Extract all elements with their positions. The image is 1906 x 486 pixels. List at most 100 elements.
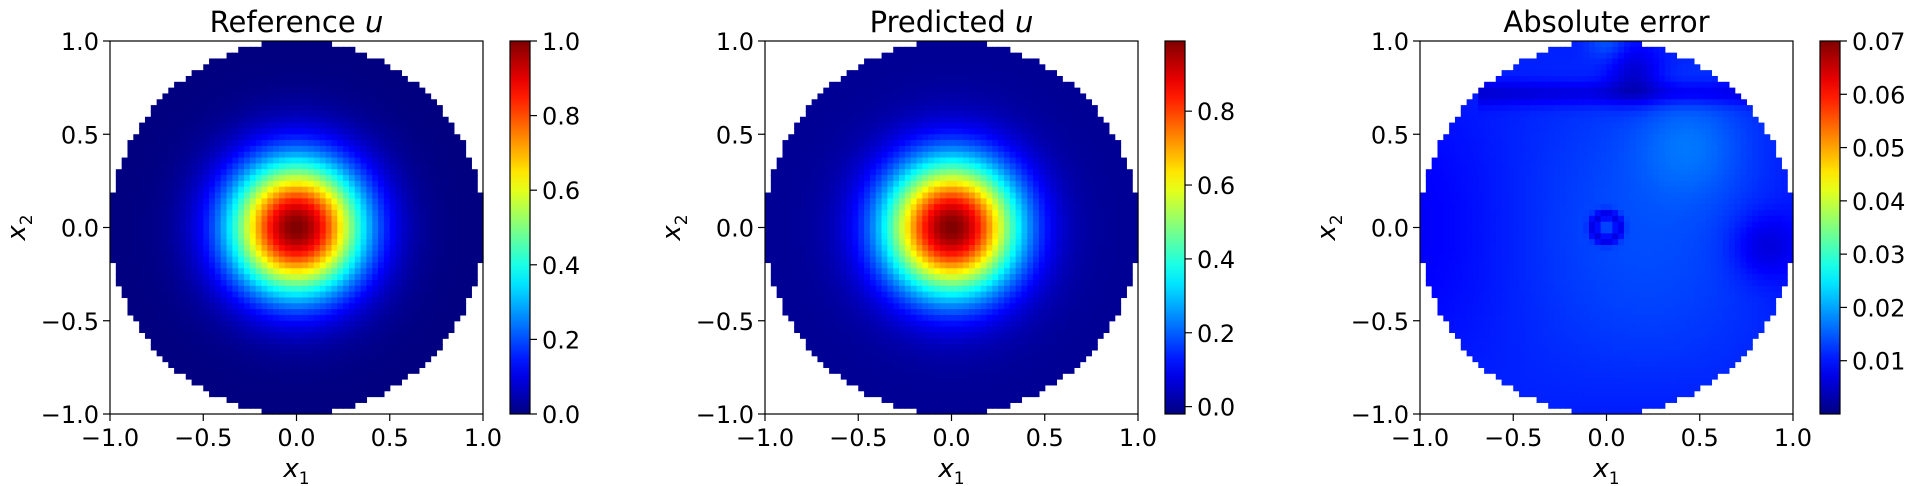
heatmap-cell: [765, 244, 772, 252]
heatmap-cell: [794, 210, 801, 217]
heatmap-cell: [197, 145, 204, 153]
heatmap-cell: [302, 367, 309, 374]
heatmap-cell: [220, 309, 228, 316]
heatmap-cell: [413, 210, 420, 217]
heatmap-cell: [916, 332, 923, 339]
heatmap-cell: [453, 227, 461, 234]
heatmap-cell: [354, 134, 362, 141]
heatmap-cell: [829, 175, 836, 182]
heatmap-cell: [945, 367, 953, 374]
heatmap-cell: [887, 320, 894, 328]
heatmap-cell: [168, 291, 175, 299]
heatmap-cell: [348, 285, 356, 293]
heatmap-cell: [858, 75, 865, 83]
heatmap-cell: [372, 87, 379, 95]
heatmap-cell: [799, 192, 807, 199]
heatmap-cell: [214, 204, 222, 211]
heatmap-cell: [378, 262, 385, 269]
heatmap-cell: [133, 175, 140, 182]
heatmap-cell: [313, 239, 321, 246]
heatmap-cell: [459, 279, 467, 287]
heatmap-cell: [395, 70, 403, 77]
heatmap-cell: [127, 210, 134, 217]
heatmap-cell: [829, 81, 836, 89]
heatmap-cell: [928, 93, 935, 100]
heatmap-cell: [185, 244, 193, 252]
heatmap-cell: [383, 379, 391, 386]
heatmap-cell: [244, 157, 251, 164]
heatmap-cell: [834, 81, 842, 89]
heatmap-cell: [881, 384, 888, 392]
heatmap-cell: [203, 309, 210, 316]
heatmap-cell: [424, 233, 432, 240]
heatmap-cell: [308, 180, 315, 188]
heatmap-cell: [179, 303, 187, 310]
heatmap-cell: [928, 396, 935, 403]
heatmap-cell: [372, 140, 379, 147]
heatmap-cell: [951, 303, 958, 310]
heatmap-cell: [249, 390, 257, 398]
heatmap-cell: [319, 70, 327, 77]
heatmap-cell: [179, 221, 187, 229]
heatmap-cell: [465, 268, 472, 275]
heatmap-cell: [331, 204, 338, 211]
heatmap-cell: [244, 244, 251, 252]
heatmap-cell: [899, 227, 906, 234]
heatmap-cell: [805, 151, 813, 159]
heatmap-cell: [951, 116, 958, 124]
heatmap-cell: [794, 244, 801, 252]
heatmap-cell: [430, 320, 437, 328]
heatmap-cell: [817, 268, 824, 275]
heatmap-cell: [378, 279, 385, 287]
heatmap-cell: [354, 262, 362, 269]
heatmap-cell: [858, 87, 865, 95]
heatmap-cell: [191, 268, 199, 275]
heatmap-cell: [331, 373, 338, 380]
heatmap-cell: [354, 379, 362, 386]
heatmap-cell: [442, 262, 449, 269]
heatmap-cell: [115, 169, 123, 176]
heatmap-cell: [220, 314, 228, 322]
heatmap-cell: [910, 64, 918, 71]
heatmap-cell: [372, 320, 379, 328]
heatmap-cell: [934, 408, 941, 415]
heatmap-cell: [348, 326, 356, 334]
heatmap-cell: [290, 227, 298, 234]
heatmap-cell: [459, 204, 467, 211]
heatmap-cell: [226, 215, 233, 223]
heatmap-cell: [343, 396, 350, 403]
heatmap-cell: [249, 332, 257, 339]
heatmap-cell: [893, 279, 900, 287]
heatmap-cell: [799, 297, 807, 304]
heatmap-cell: [413, 93, 420, 100]
heatmap-cell: [139, 210, 146, 217]
heatmap-cell: [267, 192, 274, 199]
heatmap-cell: [395, 116, 403, 124]
heatmap-cell: [875, 134, 883, 141]
heatmap-cell: [232, 186, 239, 194]
heatmap-cell: [418, 274, 426, 281]
heatmap-cell: [910, 70, 918, 77]
heatmap-cell: [366, 367, 373, 374]
heatmap-cell: [372, 291, 379, 299]
heatmap-cell: [354, 145, 362, 153]
heatmap-cell: [887, 81, 894, 89]
heatmap-cell: [939, 52, 947, 60]
heatmap-cell: [389, 105, 397, 112]
heatmap-cell: [279, 169, 286, 176]
heatmap-cell: [788, 169, 795, 176]
heatmap-cell: [144, 151, 152, 159]
heatmap-cell: [267, 384, 274, 392]
heatmap-cell: [829, 268, 836, 275]
heatmap-cell: [133, 192, 140, 199]
heatmap-cell: [407, 268, 414, 275]
heatmap-cell: [910, 215, 918, 223]
heatmap-cell: [887, 75, 894, 83]
heatmap-cell: [139, 134, 146, 141]
heatmap-cell: [916, 46, 923, 54]
heatmap-cell: [331, 367, 338, 374]
heatmap-cell: [325, 291, 333, 299]
heatmap-cell: [348, 151, 356, 159]
heatmap-cell: [383, 332, 391, 339]
heatmap-cell: [887, 157, 894, 164]
